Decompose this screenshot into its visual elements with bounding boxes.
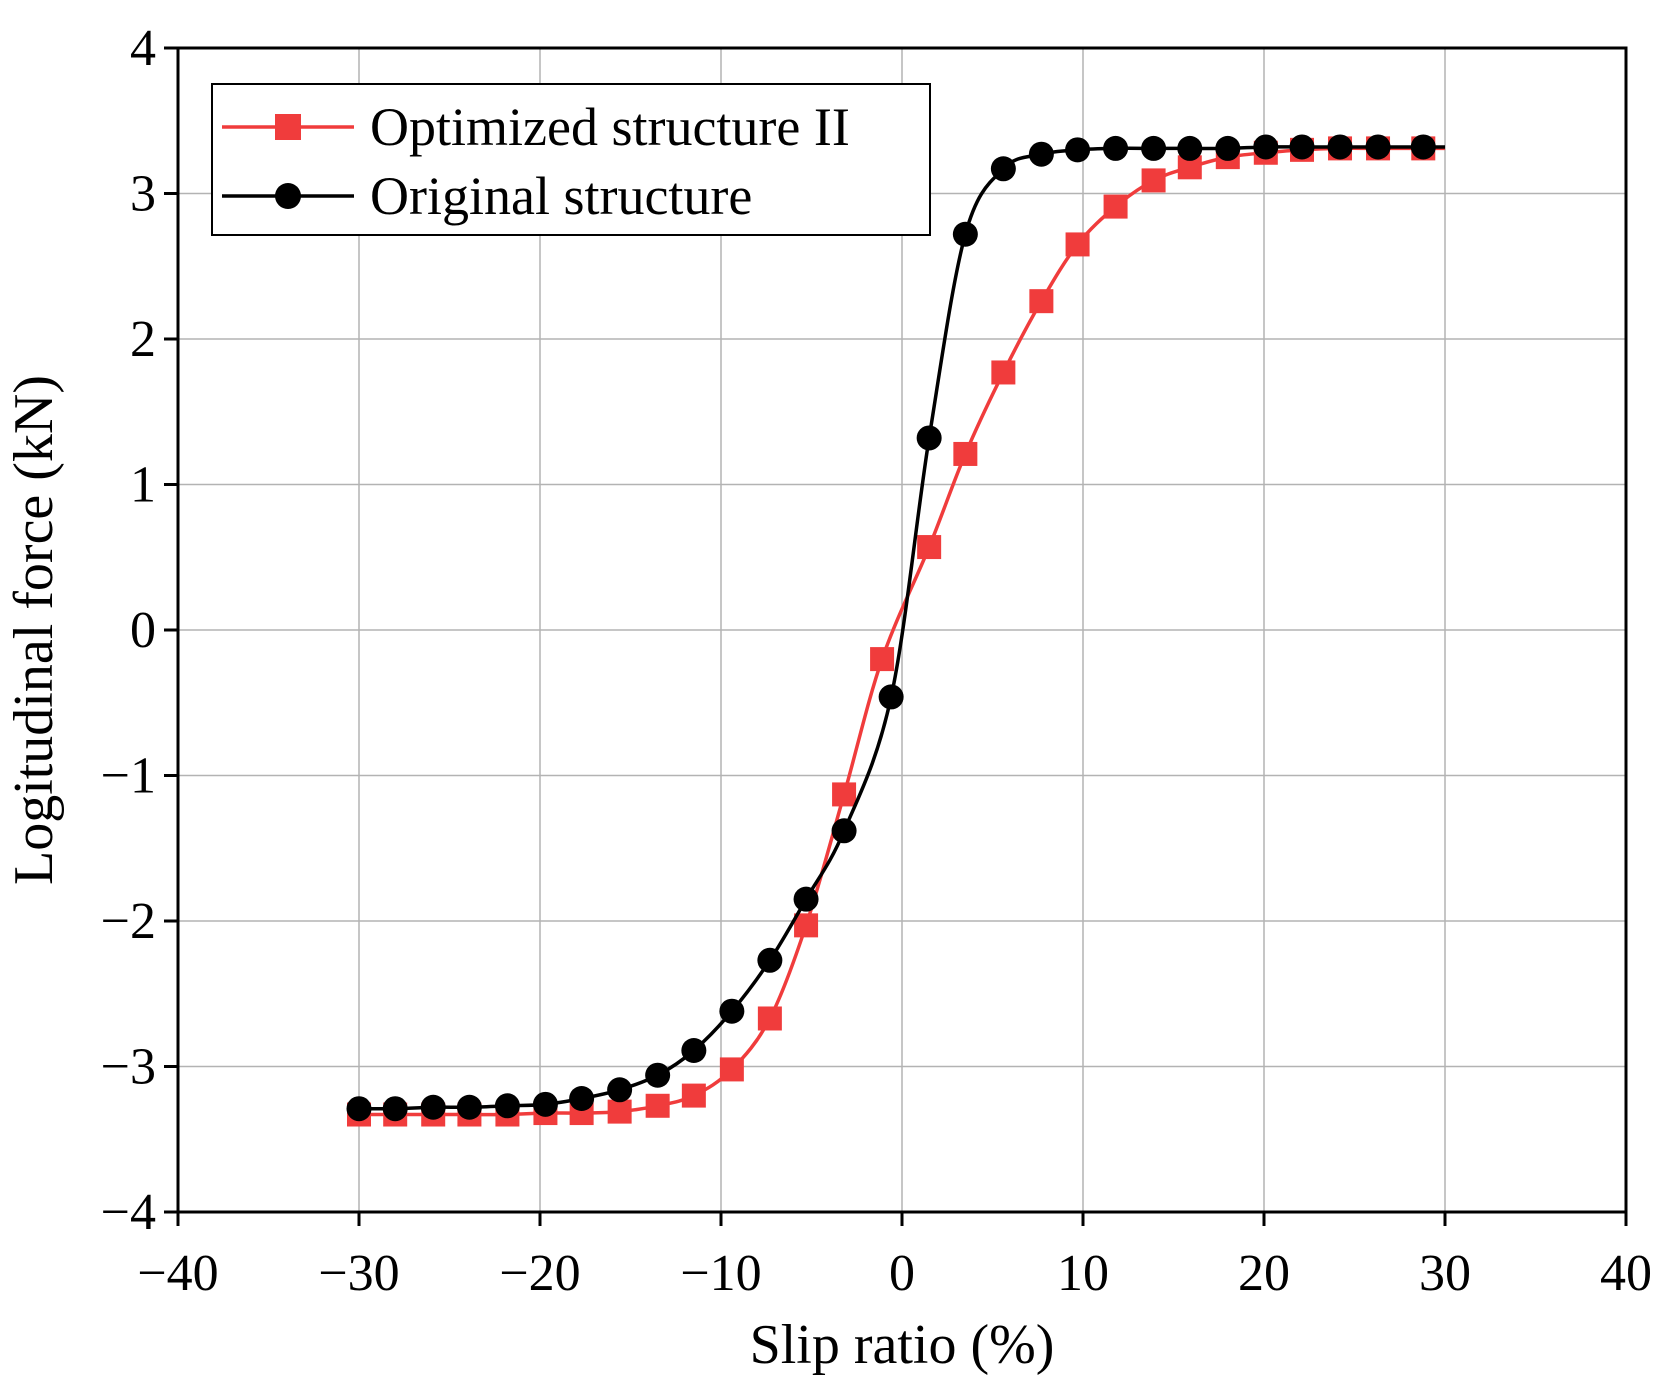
data-point-circle [719, 998, 745, 1024]
data-point-square [1103, 194, 1128, 219]
data-point-circle [456, 1094, 482, 1120]
data-point-circle [916, 425, 942, 451]
data-point-square [917, 535, 942, 560]
data-point-circle [420, 1094, 446, 1120]
data-point-circle [1065, 137, 1091, 163]
y-tick-label: 1 [130, 457, 156, 514]
data-point-circle [1289, 134, 1315, 160]
data-point-circle [793, 886, 819, 912]
data-point-square [794, 913, 819, 938]
axis-ticks [164, 46, 1628, 1226]
data-point-square [1141, 168, 1166, 193]
x-tick-label: 30 [1419, 1245, 1471, 1302]
x-axis-title: Slip ratio (%) [750, 1314, 1055, 1376]
series-square-group [347, 136, 1445, 1127]
data-point-circle [878, 684, 904, 710]
data-point-circle [382, 1096, 408, 1122]
y-tick-label: −1 [101, 748, 156, 805]
y-tick-label: 2 [130, 311, 156, 368]
y-axis-title: Logitudinal force (kN) [3, 375, 65, 885]
legend-label-optimized: Optimized structure II [370, 97, 850, 157]
data-point-square [719, 1057, 744, 1082]
data-point-square [953, 441, 978, 466]
data-point-square [757, 1006, 782, 1031]
data-point-circle [645, 1062, 671, 1088]
series-group [346, 134, 1445, 1127]
data-point-square [1065, 232, 1090, 257]
data-point-circle [1141, 135, 1167, 161]
data-point-square [607, 1099, 632, 1124]
data-point-circle [757, 947, 783, 973]
legend: Optimized structure II Original structur… [211, 83, 931, 236]
data-point-square [1029, 289, 1054, 314]
x-tick-label: 10 [1057, 1245, 1109, 1302]
data-point-circle [1177, 135, 1203, 161]
data-point-circle [681, 1037, 707, 1063]
data-point-circle [494, 1093, 520, 1119]
data-point-circle [346, 1096, 372, 1122]
series-circle-group [346, 134, 1445, 1122]
data-point-circle [1215, 135, 1241, 161]
data-point-circle [1410, 134, 1436, 160]
data-point-circle [607, 1077, 633, 1103]
data-point-circle [990, 156, 1016, 182]
data-point-circle [952, 221, 978, 247]
y-tick-label: −2 [101, 893, 156, 950]
data-point-circle [1103, 135, 1129, 161]
x-tick-label: −30 [318, 1245, 399, 1302]
legend-label-original: Original structure [370, 166, 752, 226]
x-tick-label: −10 [680, 1245, 761, 1302]
y-tick-label: 3 [130, 166, 156, 223]
x-tick-label: −40 [137, 1245, 218, 1302]
data-point-circle [831, 818, 857, 844]
data-point-square [870, 647, 895, 672]
y-tick-label: −3 [101, 1039, 156, 1096]
x-tick-label: 0 [889, 1245, 915, 1302]
y-tick-label: 0 [130, 602, 156, 659]
data-point-circle [1028, 141, 1054, 167]
legend-marker-square [275, 114, 301, 140]
x-tick-label: −20 [499, 1245, 580, 1302]
data-point-square [832, 782, 857, 807]
legend-marker-circle [275, 183, 301, 209]
data-point-square [645, 1093, 670, 1118]
data-point-circle [1365, 134, 1391, 160]
data-point-circle [1253, 134, 1279, 160]
data-point-square [681, 1083, 706, 1108]
x-tick-label: 20 [1238, 1245, 1290, 1302]
y-tick-label: −4 [101, 1184, 156, 1241]
data-point-circle [1327, 134, 1353, 160]
x-tick-label: 40 [1600, 1245, 1652, 1302]
data-point-square [991, 360, 1016, 385]
data-point-circle [532, 1091, 558, 1117]
y-tick-label: 4 [130, 20, 156, 77]
data-point-circle [569, 1086, 595, 1112]
legend-box [211, 83, 931, 236]
